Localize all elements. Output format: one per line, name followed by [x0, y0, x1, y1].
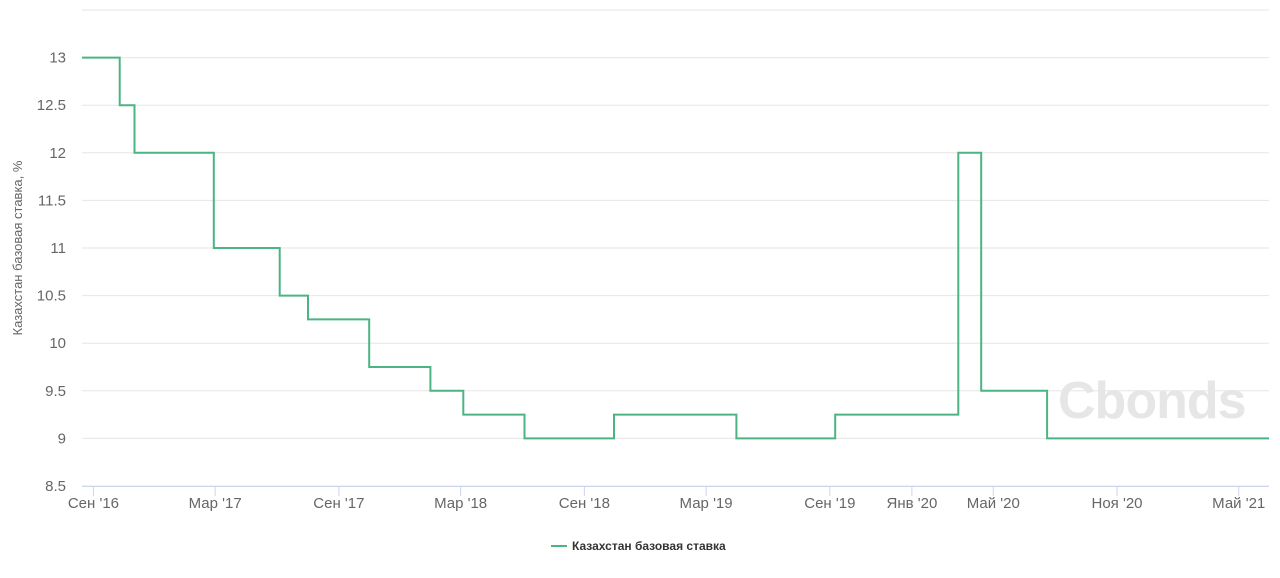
y-tick-label: 8.5	[45, 478, 66, 495]
data-point	[80, 56, 84, 60]
data-point	[1267, 436, 1271, 440]
legend-series-label[interactable]: Казахстан базовая ставка	[572, 539, 726, 553]
y-axis: 8.5 9 9.5 10 10.5 11 11.5 12 12.5 13	[37, 50, 66, 495]
data-point	[956, 151, 960, 155]
data-point	[461, 413, 465, 417]
data-point	[212, 246, 216, 250]
data-point	[278, 294, 282, 298]
data-point	[734, 436, 738, 440]
legend[interactable]: Казахстан базовая ставка	[551, 539, 726, 553]
y-tick-label: 11	[50, 240, 66, 257]
x-tick-label: Сен '18	[559, 495, 610, 512]
x-tick-label: Май '20	[967, 495, 1020, 512]
y-tick-label: 9.5	[45, 383, 66, 400]
data-point	[523, 436, 527, 440]
y-tick-label: 13	[49, 50, 66, 67]
x-tick-label: Мар '19	[680, 495, 733, 512]
x-tick-label: Мар '17	[189, 495, 242, 512]
data-point	[833, 413, 837, 417]
x-tick-label: Сен '17	[313, 495, 364, 512]
x-axis: Сен '16 Мар '17 Сен '17 Мар '18 Сен '18 Мар '…	[68, 486, 1269, 512]
y-tick-label: 12	[49, 145, 66, 162]
y-tick-label: 11.5	[38, 192, 66, 209]
data-point	[428, 389, 432, 393]
x-tick-label: Янв '20	[886, 495, 937, 512]
data-point	[612, 413, 616, 417]
x-tick-label: Сен '16	[68, 495, 119, 512]
y-tick-label: 10.5	[37, 288, 66, 305]
x-tick-label: Сен '19	[804, 495, 855, 512]
data-point	[306, 317, 310, 321]
y-tick-label: 10	[49, 335, 66, 352]
series-line	[82, 56, 1269, 440]
watermark-logo: Cbonds	[1058, 372, 1246, 430]
x-tick-label: Май '21	[1212, 495, 1265, 512]
data-point	[979, 389, 983, 393]
x-tick-label: Ноя '20	[1092, 495, 1143, 512]
y-axis-title: Казахстан базовая ставка, %	[10, 160, 25, 335]
data-point	[367, 365, 371, 369]
series-layer	[80, 56, 1271, 440]
data-point	[118, 103, 122, 107]
data-point	[132, 151, 136, 155]
y-tick-label: 9	[58, 430, 66, 447]
data-point	[1045, 436, 1049, 440]
y-tick-label: 12.5	[37, 97, 66, 114]
x-tick-label: Мар '18	[434, 495, 487, 512]
